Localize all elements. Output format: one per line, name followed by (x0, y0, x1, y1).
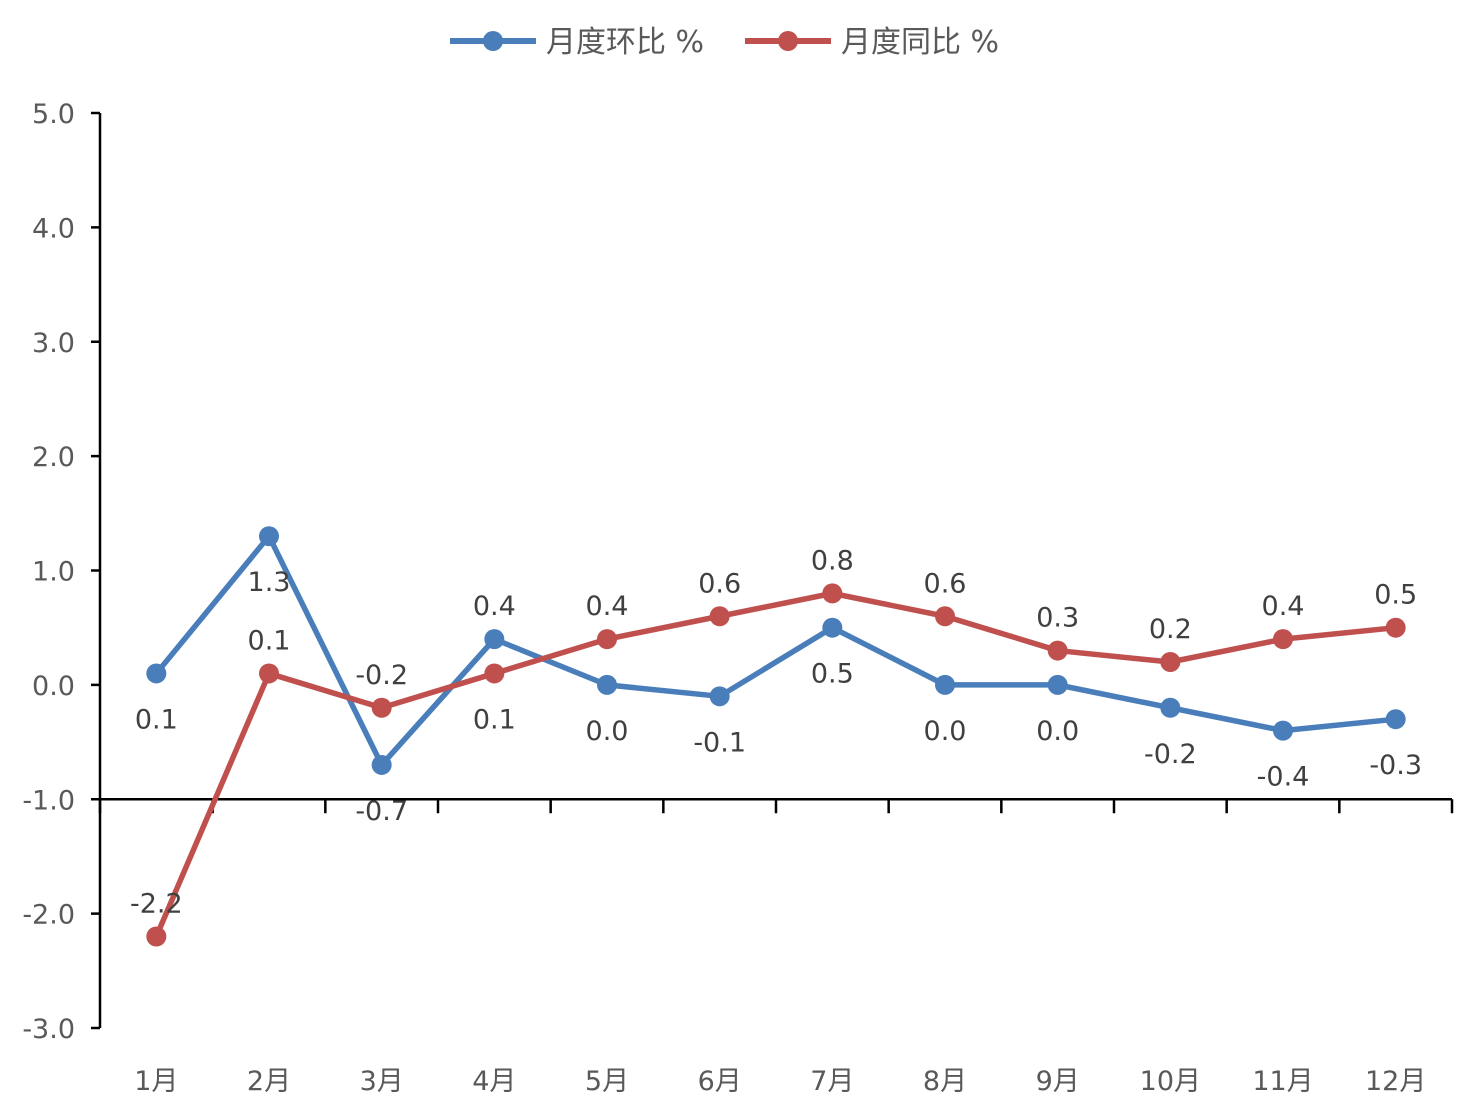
data-point (259, 663, 279, 684)
data-label: -0.2 (1144, 739, 1197, 770)
data-label: 0.0 (924, 716, 967, 747)
x-axis: 1月 2月 3月 4月 5月 6月 7月 8月 9月 10月 11月 12月 (98, 798, 1454, 1097)
data-label: -0.4 (1257, 762, 1310, 793)
legend-label: 月度环比 % (546, 25, 704, 60)
data-label: 1.3 (248, 567, 291, 598)
legend-swatch-marker (483, 31, 503, 51)
data-point (1273, 629, 1293, 650)
data-point (1385, 709, 1406, 730)
x-tick-label: 7月 (810, 1066, 854, 1097)
series-line (154, 533, 1396, 768)
data-label: 0.1 (135, 704, 178, 735)
data-label: -2.2 (130, 889, 183, 920)
data-label: -0.3 (1369, 750, 1422, 781)
data-point (935, 674, 955, 695)
y-tick-label: 0.0 (32, 671, 75, 702)
data-label: 0.4 (1262, 591, 1305, 622)
data-label: 0.8 (811, 545, 854, 576)
series-layer (146, 526, 1406, 947)
data-label: 0.0 (586, 716, 629, 747)
x-tick-label: 1月 (134, 1066, 178, 1097)
x-tick-label: 3月 (360, 1066, 404, 1097)
x-tick-label: 11月 (1252, 1066, 1313, 1097)
legend: 月度环比 % 月度同比 % (450, 25, 999, 60)
data-label: 0.1 (473, 704, 516, 735)
data-point (146, 663, 167, 684)
data-point (597, 674, 617, 695)
data-point (822, 583, 843, 604)
data-point (1047, 640, 1068, 661)
x-tick-label: 9月 (1036, 1066, 1080, 1097)
series-1 (146, 526, 1406, 775)
data-point (484, 629, 505, 650)
data-point (709, 686, 730, 707)
y-axis: 5.0 4.0 3.0 2.0 1.0 0.0 -1.0 -2.0 -3.0 (22, 99, 102, 1045)
data-label: 0.0 (1036, 716, 1079, 747)
data-point (1047, 674, 1068, 695)
data-point (371, 754, 392, 775)
series-line (153, 590, 1396, 938)
y-tick-label: 3.0 (32, 328, 75, 359)
data-label: -0.1 (693, 727, 746, 758)
legend-label: 月度同比 % (841, 25, 999, 60)
data-label: 0.4 (473, 591, 516, 622)
data-point (484, 663, 505, 684)
data-label: 0.5 (811, 659, 854, 690)
x-tick-label: 10月 (1140, 1066, 1201, 1097)
data-point (597, 629, 617, 650)
y-tick-label: -3.0 (22, 1014, 75, 1045)
x-tick-label: 4月 (472, 1066, 516, 1097)
y-tick-label: 5.0 (32, 99, 75, 130)
y-tick-label: -2.0 (22, 900, 75, 931)
y-tick-label: 2.0 (32, 442, 75, 473)
x-tick-label: 12月 (1365, 1066, 1426, 1097)
data-point (371, 697, 392, 718)
data-point (709, 606, 730, 627)
data-point (1273, 720, 1293, 741)
data-label: 0.6 (698, 568, 741, 599)
data-label: -0.7 (355, 796, 408, 827)
legend-item-2: 月度同比 % (745, 25, 999, 60)
data-labels: 0.1 1.3 -0.7 0.4 0.0 -0.1 0.5 0.0 0.0 -0.2 -0.4 -0.… (130, 545, 1422, 919)
x-tick-label: 5月 (585, 1066, 629, 1097)
data-point (935, 606, 955, 627)
x-tick-label: 6月 (698, 1066, 742, 1097)
series-2 (146, 583, 1406, 947)
legend-item-1: 月度环比 % (450, 25, 704, 60)
data-label: 0.6 (924, 568, 967, 599)
data-label: 0.1 (248, 625, 291, 656)
x-tick-label: 2月 (247, 1066, 291, 1097)
data-point (1160, 697, 1181, 718)
x-tick-label: 8月 (923, 1066, 967, 1097)
data-point (822, 617, 843, 638)
data-label: 0.3 (1036, 603, 1079, 634)
legend-swatch-marker (778, 31, 798, 51)
data-label: 0.5 (1374, 580, 1417, 611)
data-point (1385, 617, 1406, 638)
y-tick-label: 4.0 (32, 213, 75, 244)
data-label: 0.2 (1149, 614, 1192, 645)
data-point (146, 926, 167, 947)
y-tick-label: 1.0 (32, 557, 75, 588)
data-label: -0.2 (355, 660, 408, 691)
y-tick-label: -1.0 (22, 785, 75, 816)
data-label: 0.4 (586, 591, 629, 622)
data-point (259, 526, 279, 547)
data-point (1160, 652, 1181, 672)
